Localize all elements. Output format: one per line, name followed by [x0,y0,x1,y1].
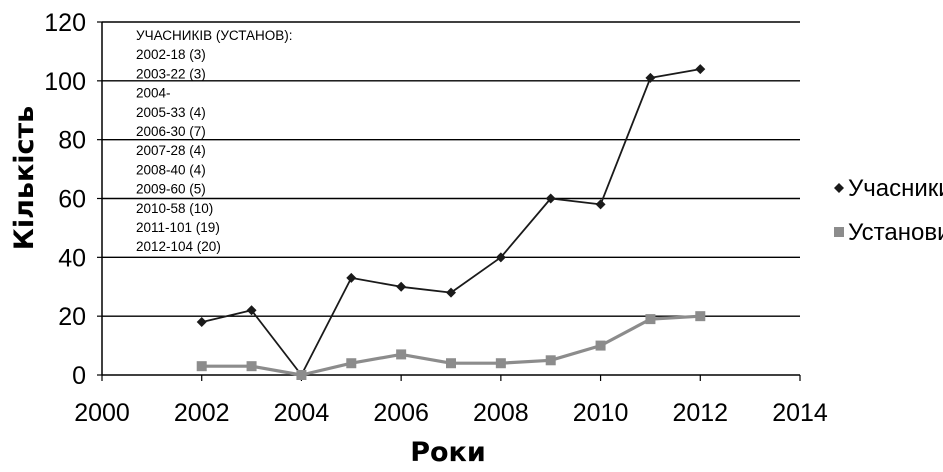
legend: Учасники Установи [834,175,943,246]
annotation-box: УЧАСНИКІВ (УСТАНОВ): 2002-18 (3) 2003-22 (… [136,28,293,254]
x-tick-label: 2006 [373,399,429,427]
y-tick-label: 80 [58,127,86,155]
x-tick-label: 2004 [274,399,330,427]
y-tick-label: 120 [44,9,86,37]
data-point [346,358,357,369]
x-tick-label: 2012 [672,399,728,427]
y-tick-label: 0 [72,362,86,390]
annotation-line: 2010-58 (10) [136,201,213,216]
data-point [446,358,456,369]
y-tick-label: 40 [58,244,86,272]
legend-marker [834,227,844,237]
data-point [296,370,307,380]
x-tick-label: 2010 [573,399,629,427]
data-point [396,349,407,360]
y-tick-labels: 0 20 40 60 80 100 120 [44,9,86,390]
x-tick-labels: 2000 2002 2004 2006 2008 2010 2012 2014 [74,399,828,427]
data-point [695,64,706,75]
annotation-line: 2006-30 (7) [136,124,206,139]
annotation-line: 2012-104 (20) [136,239,221,254]
data-point [396,281,407,292]
x-tick-label: 2000 [74,399,130,427]
annotation-line: 2011-101 (19) [136,220,220,235]
data-point [346,272,357,283]
annotation-title: УЧАСНИКІВ (УСТАНОВ): [136,28,293,43]
data-point [196,361,207,372]
legend-marker [834,183,844,193]
data-point [545,193,556,204]
y-tick-label: 20 [58,303,86,331]
series-uchasnyky [196,64,706,380]
y-tick-label: 100 [44,68,86,96]
data-point [645,314,656,325]
data-point [495,358,506,369]
data-point [196,317,207,328]
x-tick-label: 2002 [174,399,230,427]
annotation-line: 2004- [136,86,171,101]
legend-label: Установи [848,219,943,246]
data-point [246,361,257,372]
data-point [695,311,706,322]
x-tick-label: 2008 [473,399,529,427]
annotation-line: 2008-40 (4) [136,162,206,177]
series-group [196,64,706,380]
x-axis-title: Роки [410,437,486,468]
series-ustanovy [196,311,706,380]
legend-label: Учасники [848,175,943,202]
data-point [545,355,556,366]
data-point [645,72,656,83]
annotation-line: 2003-22 (3) [136,66,206,81]
annotation-line: 2005-33 (4) [136,105,206,120]
annotation-line: 2002-18 (3) [136,47,206,62]
x-tick-label: 2014 [772,399,828,427]
data-point [595,340,606,351]
data-point [246,305,257,316]
y-tick-label: 60 [58,186,86,214]
annotation-line: 2007-28 (4) [136,143,206,158]
axes [97,21,801,381]
gridlines [102,21,800,317]
data-point [595,199,606,210]
data-point [495,252,506,263]
annotation-line: 2009-60 (5) [136,182,206,197]
data-point [446,287,456,298]
series-line [201,68,701,376]
y-axis-title: Кількість [9,106,40,250]
